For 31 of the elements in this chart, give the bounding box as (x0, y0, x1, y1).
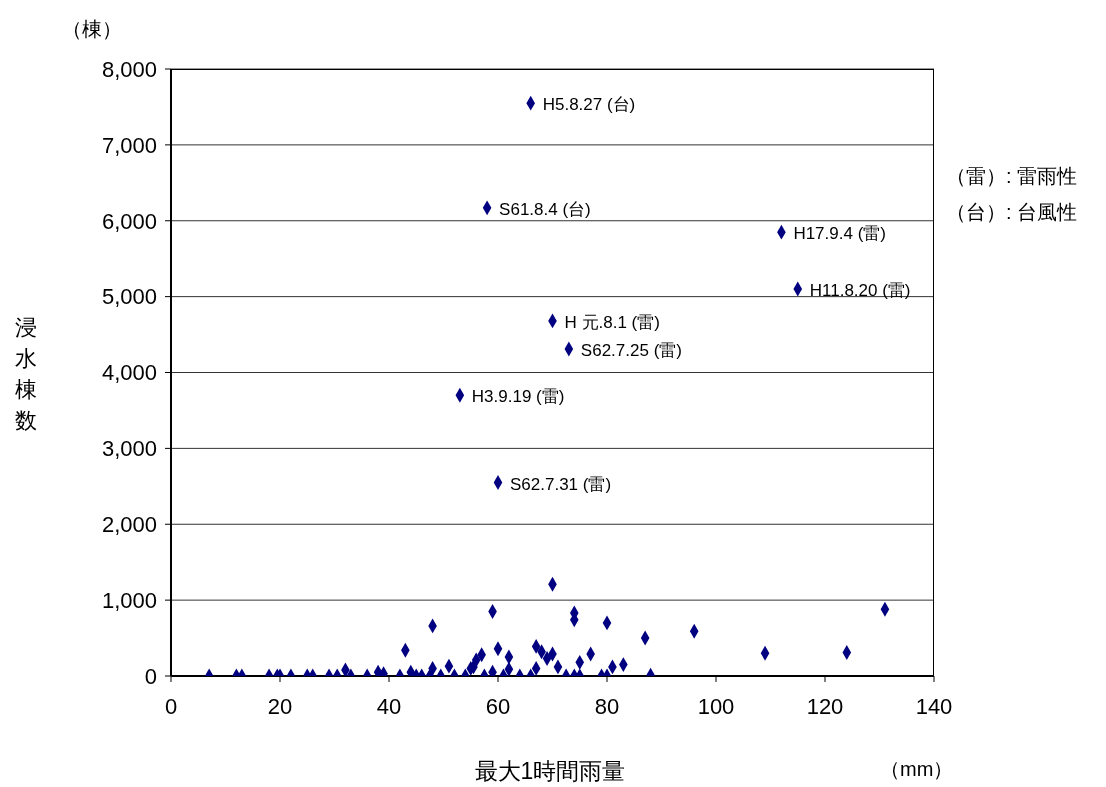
y-tick-label: 5,000 (101, 284, 157, 310)
x-tick-label: 100 (697, 693, 735, 719)
annotation: H 元.8.1 (雷) (564, 311, 660, 334)
y-tick-label: 8,000 (101, 56, 157, 82)
y-tick-label: 1,000 (101, 587, 157, 613)
x-tick-label: 140 (915, 693, 953, 719)
annotation: S61.8.4 (台) (499, 198, 591, 221)
annotation: H3.9.19 (雷) (471, 386, 565, 409)
annotation: S62.7.31 (雷) (510, 473, 612, 496)
y-tick-label: 7,000 (101, 132, 157, 158)
annotation: H5.8.27 (台) (542, 94, 636, 117)
x-tick-label: 20 (267, 693, 293, 719)
x-tick-label: 60 (485, 693, 511, 719)
y-tick-label: 4,000 (101, 360, 157, 386)
text: （mm） (880, 757, 954, 782)
x-tick-label: 40 (376, 693, 402, 719)
text: （台）: 台風性 (946, 200, 1078, 225)
x-tick-label: 0 (164, 693, 178, 719)
x-tick-label: 120 (806, 693, 844, 719)
annotation: S62.7.25 (雷) (580, 339, 682, 362)
x-axis-title: 最大1時間雨量 (473, 757, 627, 786)
text: （棟） (62, 17, 122, 42)
annotation: H11.8.20 (雷) (809, 280, 911, 303)
y-tick-label: 6,000 (101, 208, 157, 234)
y-tick-label: 3,000 (101, 436, 157, 462)
y-axis-title: 浸水棟数 (14, 314, 38, 435)
annotation: H17.9.4 (雷) (793, 223, 886, 246)
y-tick-label: 0 (144, 663, 157, 689)
x-tick-label: 80 (594, 693, 620, 719)
text: （雷）: 雷雨性 (946, 164, 1078, 189)
y-tick-label: 2,000 (101, 512, 157, 538)
